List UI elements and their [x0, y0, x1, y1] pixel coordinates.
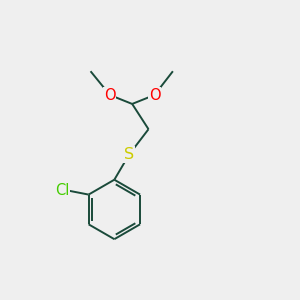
Text: Cl: Cl	[55, 183, 69, 198]
Text: O: O	[148, 88, 160, 103]
Text: O: O	[104, 88, 116, 103]
Text: S: S	[124, 147, 134, 162]
